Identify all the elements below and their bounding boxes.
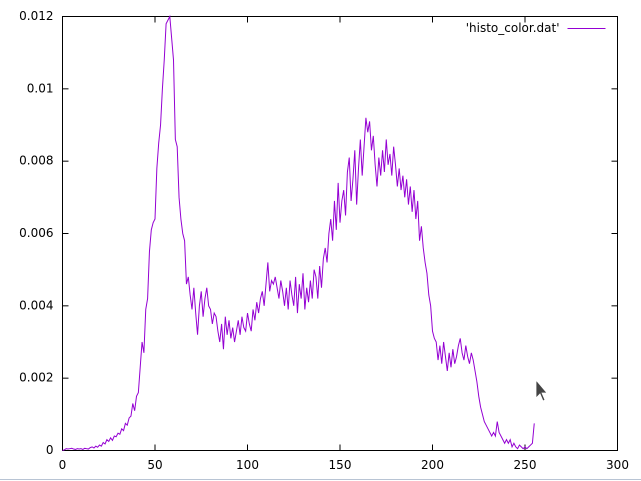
y-tick-label: 0.006 — [19, 226, 53, 240]
y-tick-label: 0.012 — [19, 9, 53, 23]
data-line — [62, 14, 535, 451]
x-tick-label: 250 — [514, 458, 537, 472]
x-tick-label: 100 — [236, 458, 259, 472]
x-tick-label: 200 — [421, 458, 444, 472]
y-tick-label: 0.01 — [27, 81, 54, 95]
y-tick-label: 0 — [46, 443, 54, 457]
x-tick-label: 300 — [606, 458, 629, 472]
y-tick-label: 0.002 — [19, 371, 53, 385]
mouse-cursor — [535, 378, 548, 402]
legend-label: 'histo_color.dat' — [466, 21, 560, 35]
y-tick-label: 0.004 — [19, 298, 53, 312]
x-tick-label: 150 — [329, 458, 352, 472]
x-tick-label: 50 — [147, 458, 162, 472]
x-tick-label: 0 — [59, 458, 67, 472]
y-tick-label: 0.008 — [19, 154, 53, 168]
